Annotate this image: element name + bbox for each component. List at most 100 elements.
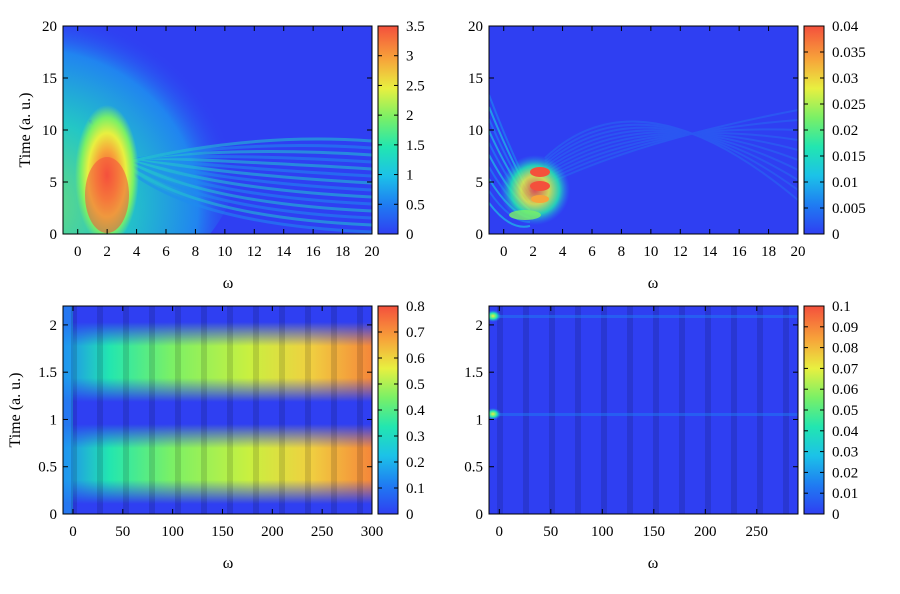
- y-tick-label: 10: [468, 123, 483, 139]
- x-tick-label: 0: [500, 244, 508, 260]
- colorbar-tick-label: 0.005: [832, 201, 866, 217]
- y-tick-label: 15: [42, 71, 57, 87]
- vertical-stripe: [227, 306, 233, 514]
- vertical-stripe: [497, 306, 503, 514]
- vertical-stripe: [549, 306, 555, 514]
- colorbar-tick-label: 0.08: [832, 341, 858, 357]
- y-tick-label: 2: [50, 318, 58, 334]
- x-tick-label: 18: [761, 244, 776, 260]
- y-tick-label: 0: [50, 227, 58, 243]
- colorbar-ticks-top-left: 0 0.5 1 1.5 2 2.5 3 3.5: [378, 19, 425, 243]
- y-tick-label: 0.5: [38, 460, 57, 476]
- fringe-right: [544, 132, 798, 174]
- x-tick-label: 12: [673, 244, 688, 260]
- x-tick-label: 2: [103, 244, 111, 260]
- heatmap-bottom-right: [489, 306, 798, 514]
- colorbar-tick-label: 0.04: [832, 424, 859, 440]
- x-tick-label: 10: [643, 244, 658, 260]
- colorbar-tick-label: 3.5: [406, 19, 425, 35]
- vertical-stripe: [731, 306, 737, 514]
- colorbar-tick-label: 2: [406, 108, 414, 124]
- vertical-stripe: [97, 306, 103, 514]
- vertical-stripe: [575, 306, 581, 514]
- fringe-right: [544, 109, 798, 186]
- colorbar-tick-label: 0.1: [406, 481, 425, 497]
- x-tick-label: 300: [361, 524, 384, 540]
- y-axis-label-top-left: Time (a. u.): [17, 93, 34, 168]
- colorbar-tick-label: 0.02: [832, 123, 858, 139]
- y-ticks-top-left: 0 5 10 15 20: [42, 19, 372, 243]
- vertical-stripe: [175, 306, 181, 514]
- colorbar-tick-label: 1: [406, 168, 414, 184]
- axes-frame-bottom-left: [62, 305, 373, 515]
- vertical-stripe: [253, 306, 259, 514]
- colorbar-ticks-top-right: 0 0.005 0.01 0.015 0.02 0.025 0.03 0.035 0.04: [804, 19, 866, 243]
- vertical-stripe: [71, 306, 77, 514]
- colorbar-tick-label: 2.5: [406, 78, 425, 94]
- colorbar-tick-label: 0.01: [832, 486, 858, 502]
- y-axis-label-bottom-left: Time (a. u.): [7, 373, 24, 448]
- x-ticks-top-left: 0 2 4 6 8 10 12 14 16 18 20: [74, 26, 380, 260]
- heatmap-top-left: [63, 26, 372, 234]
- vertical-stripe: [783, 306, 789, 514]
- x-axis-label-top-right: ω: [648, 275, 659, 292]
- y-tick-label: 5: [50, 175, 58, 191]
- heatmap-top-right: [489, 26, 798, 234]
- y-ticks-top-right: 0 5 10 15 20: [468, 19, 798, 243]
- colorbar-tick-label: 0.2: [406, 455, 425, 471]
- colorbar-tick-label: 0.5: [406, 377, 425, 393]
- x-tick-label: 50: [543, 524, 558, 540]
- x-tick-label: 250: [746, 524, 769, 540]
- vertical-stripe: [149, 306, 155, 514]
- colorbar-tick-label: 0.5: [406, 197, 425, 213]
- vertical-stripe: [357, 306, 363, 514]
- vertical-stripe: [705, 306, 711, 514]
- y-tick-label: 0: [476, 227, 484, 243]
- x-tick-label: 2: [529, 244, 537, 260]
- x-tick-label: 12: [247, 244, 262, 260]
- y-tick-label: 20: [468, 19, 483, 35]
- colorbar-tick-label: 0.6: [406, 351, 425, 367]
- colorbar-tick-label: 0.035: [832, 45, 866, 61]
- x-tick-label: 0: [74, 244, 82, 260]
- colorbar-tick-label: 0.025: [832, 97, 866, 113]
- y-tick-label: 1.5: [464, 365, 483, 381]
- vertical-stripe: [279, 306, 285, 514]
- vertical-stripe: [601, 306, 607, 514]
- x-tick-label: 8: [618, 244, 626, 260]
- x-tick-label: 18: [335, 244, 350, 260]
- x-tick-label: 20: [791, 244, 806, 260]
- x-tick-label: 100: [161, 524, 184, 540]
- colorbar-tick-label: 0.8: [406, 299, 425, 315]
- x-tick-label: 14: [702, 244, 718, 260]
- x-tick-label: 100: [591, 524, 614, 540]
- x-ticks-bottom-left: 0 50 100 150 200 250 300: [69, 306, 383, 540]
- y-tick-label: 2: [476, 318, 484, 334]
- x-ticks-top-right: 0 2 4 6 8 10 12 14 16 18 20: [500, 26, 806, 260]
- heatmap-bottom-left: [63, 306, 372, 514]
- x-tick-label: 200: [694, 524, 717, 540]
- colorbar-tick-label: 0.015: [832, 149, 866, 165]
- x-axis-label-bottom-left: ω: [223, 555, 234, 572]
- fringe-right: [544, 132, 798, 177]
- x-tick-label: 50: [115, 524, 130, 540]
- x-tick-label: 10: [217, 244, 232, 260]
- y-tick-label: 0.5: [464, 460, 483, 476]
- colorbar-tick-label: 0.03: [832, 71, 858, 87]
- colorbar-tick-label: 0.05: [832, 403, 858, 419]
- vertical-stripe: [627, 306, 633, 514]
- colorbar-tick-label: 0: [832, 227, 840, 243]
- fringe-right: [544, 120, 798, 201]
- vertical-stripe: [123, 306, 129, 514]
- y-tick-label: 1: [476, 412, 484, 428]
- fringe-right: [544, 128, 798, 180]
- panel-bottom-right: 0 50 100 150 200 250 0 0.5 1 1.5 2 ω 0 0.01 0.02 0.0…: [464, 299, 859, 572]
- vertical-stripe: [201, 306, 207, 514]
- colorbar-tick-label: 0.03: [832, 445, 858, 461]
- fringe-right: [544, 119, 798, 183]
- y-tick-label: 0: [50, 507, 58, 523]
- fringe-right: [544, 123, 798, 191]
- y-tick-label: 10: [42, 123, 57, 139]
